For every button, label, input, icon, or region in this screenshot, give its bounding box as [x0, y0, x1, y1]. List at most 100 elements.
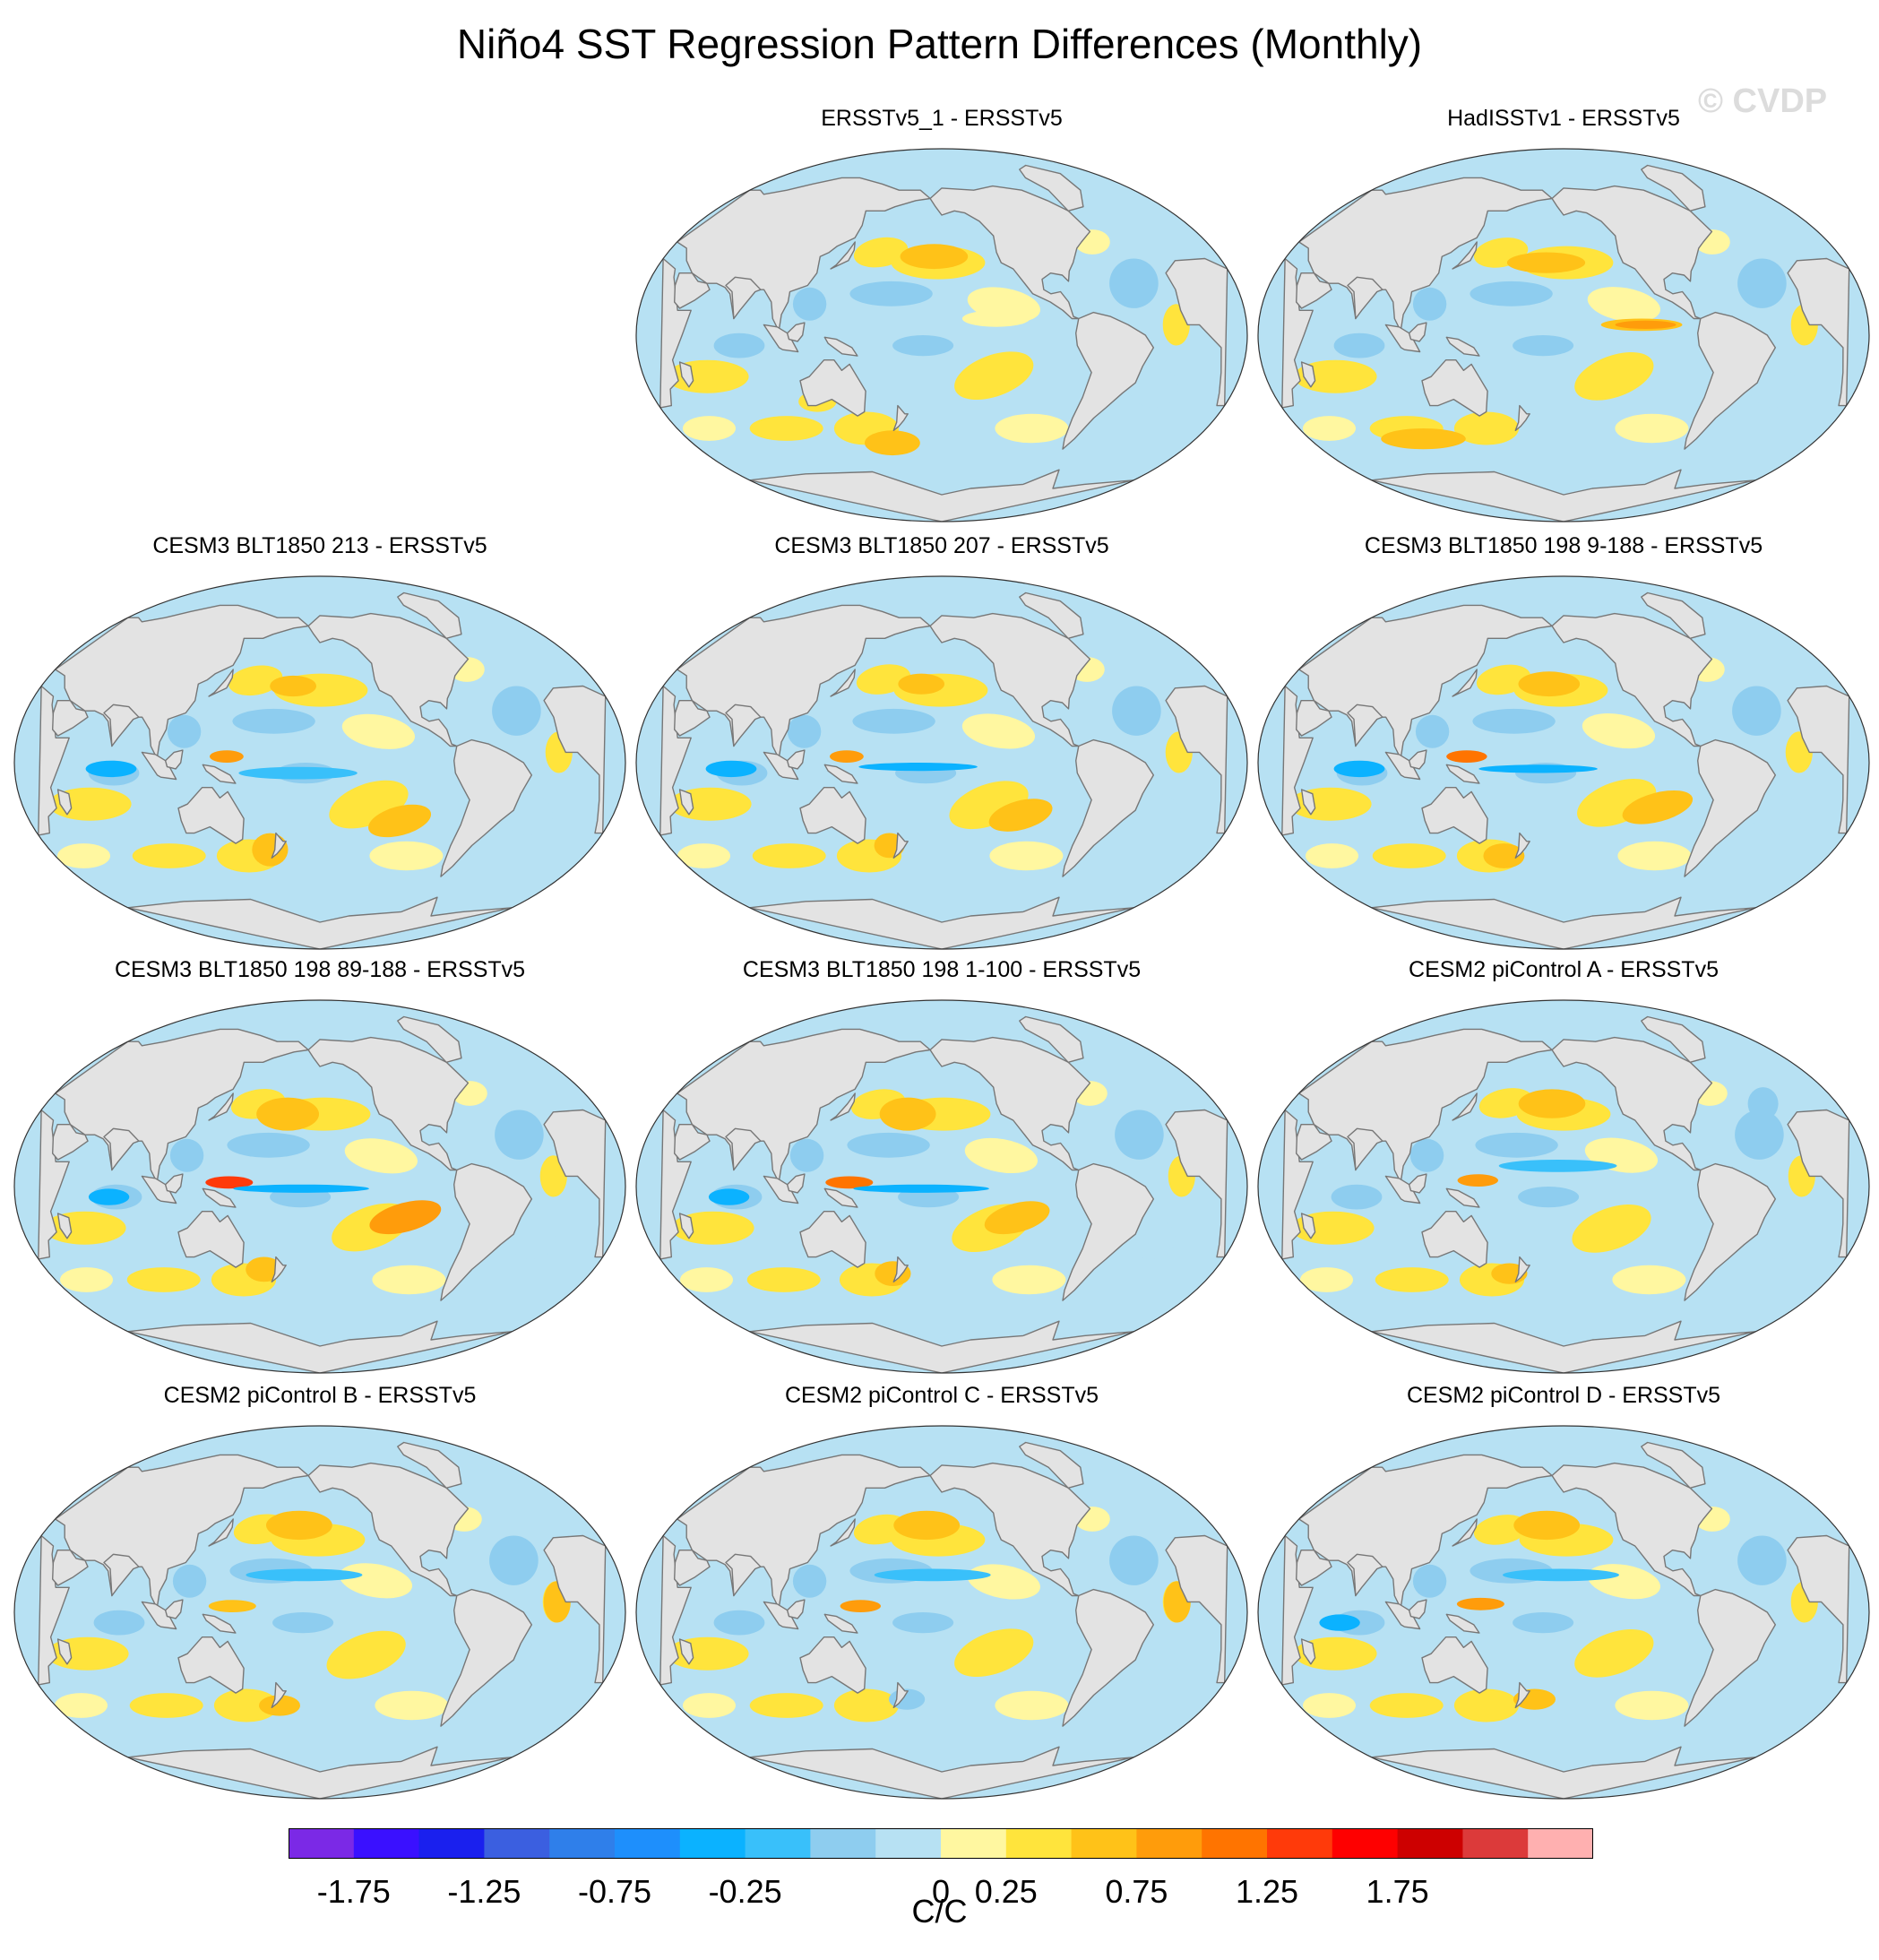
- land-mass: [1019, 164, 1084, 212]
- land-mass: [725, 276, 762, 320]
- map-cesm2-c: [635, 1425, 1248, 1800]
- anomaly-contour: [1615, 1690, 1689, 1721]
- anomaly-contour: [852, 708, 935, 734]
- colorbar-swatch: [875, 1828, 942, 1859]
- anomaly-contour: [55, 1693, 108, 1718]
- land-mass: [1062, 311, 1154, 450]
- colorbar-swatch: [418, 1828, 485, 1859]
- anomaly-contour: [1732, 686, 1781, 736]
- land-mass: [823, 336, 858, 357]
- land-mass: [1787, 1109, 1850, 1258]
- land-mass: [1062, 1588, 1154, 1727]
- land-mass: [725, 1127, 762, 1171]
- anomaly-contour: [1369, 1693, 1444, 1718]
- land-mass: [892, 832, 909, 859]
- anomaly-contour: [666, 359, 749, 393]
- land-mass: [202, 1613, 237, 1634]
- anomaly-contour: [1735, 1110, 1784, 1160]
- land-mass: [786, 1599, 806, 1619]
- land-mass: [799, 359, 866, 417]
- map-cesm3-207: [635, 575, 1248, 950]
- map-cesm3-198-89-188: [13, 999, 626, 1374]
- anomaly-contour: [246, 1256, 282, 1282]
- anomaly-contour: [1112, 686, 1161, 736]
- anomaly-contour: [752, 843, 826, 868]
- anomaly-contour: [988, 799, 1053, 832]
- anomaly-contour: [88, 1188, 130, 1205]
- map-panel-cesm3-198-89-188: CESM3 BLT1850 198 89-188 - ERSSTv5: [11, 957, 629, 1378]
- colorbar-tick-label: 1.25: [1235, 1873, 1299, 1910]
- land-mass: [763, 1601, 799, 1630]
- anomaly-contour: [787, 714, 822, 748]
- colorbar-swatch: [745, 1828, 811, 1859]
- land-mass: [52, 1124, 89, 1161]
- land-mass: [1408, 1599, 1427, 1619]
- land-mass: [1421, 787, 1488, 844]
- land-mass: [1408, 1173, 1427, 1194]
- anomaly-contour: [272, 1612, 334, 1634]
- anomaly-contour: [825, 1176, 874, 1189]
- anomaly-contour: [1412, 287, 1447, 321]
- anomaly-contour: [1572, 1204, 1651, 1253]
- land-mass: [397, 1441, 462, 1489]
- anomaly-contour: [259, 1695, 300, 1716]
- anomaly-contour: [339, 1563, 413, 1599]
- anomaly-contour: [708, 1188, 750, 1205]
- land-mass: [202, 764, 237, 784]
- land-mass: [1165, 257, 1228, 407]
- land-mass: [1384, 324, 1421, 353]
- colorbar-swatch: [289, 1828, 355, 1859]
- land-mass: [1421, 1636, 1488, 1694]
- land-mass: [786, 749, 806, 770]
- anomaly-contour: [853, 237, 909, 268]
- land-mass: [56, 789, 73, 816]
- anomaly-contour: [1737, 1535, 1787, 1585]
- land-mass: [141, 1175, 177, 1204]
- anomaly-contour: [1615, 413, 1689, 444]
- land-mass: [440, 1588, 532, 1727]
- anomaly-contour: [1483, 843, 1525, 868]
- anomaly-contour: [713, 332, 765, 358]
- map-cesm2-b: [13, 1425, 626, 1800]
- land-mass: [208, 1092, 234, 1121]
- anomaly-contour: [833, 1688, 900, 1723]
- anomaly-contour: [1132, 793, 1181, 835]
- land-mass: [830, 1518, 856, 1547]
- anomaly-contour: [853, 1184, 989, 1193]
- anomaly-contour: [1737, 258, 1787, 308]
- land-mass: [141, 1601, 177, 1630]
- anomaly-contour: [93, 1610, 145, 1636]
- anomaly-contour: [1749, 1643, 1798, 1685]
- land-mass: [1445, 1187, 1480, 1208]
- anomaly-contour: [964, 1137, 1038, 1174]
- map-hadisstv1: [1257, 148, 1870, 522]
- land-mass: [659, 685, 692, 836]
- land-mass: [786, 1173, 806, 1194]
- colorbar-swatch: [484, 1828, 550, 1859]
- land-mass: [799, 787, 866, 844]
- panel-title: CESM3 BLT1850 207 - ERSSTv5: [774, 533, 1109, 558]
- land-mass: [1165, 1109, 1228, 1258]
- anomaly-contour: [369, 1200, 442, 1235]
- anomaly-contour: [1446, 750, 1487, 763]
- land-mass: [208, 669, 234, 697]
- map-border: [13, 1425, 626, 1800]
- anomaly-contour: [1518, 1187, 1580, 1208]
- land-mass: [1165, 685, 1228, 834]
- anomaly-contour: [1476, 664, 1531, 695]
- anomaly-contour: [1498, 1160, 1617, 1172]
- map-panel-cesm2-c: CESM2 piControl C - ERSSTv5: [633, 1383, 1251, 1804]
- anomaly-contour: [713, 1610, 765, 1636]
- anomaly-contour: [1513, 1510, 1581, 1541]
- anomaly-contour: [892, 335, 954, 357]
- land-mass: [271, 1681, 287, 1708]
- land-mass: [1347, 704, 1383, 747]
- land-mass: [397, 1015, 462, 1063]
- anomaly-contour: [1306, 843, 1358, 868]
- anomaly-contour: [961, 713, 1036, 749]
- anomaly-contour: [1319, 1614, 1360, 1631]
- map-border: [1257, 1425, 1870, 1800]
- land-mass: [38, 1109, 70, 1260]
- land-mass: [1300, 789, 1316, 816]
- anomaly-contour: [898, 673, 944, 695]
